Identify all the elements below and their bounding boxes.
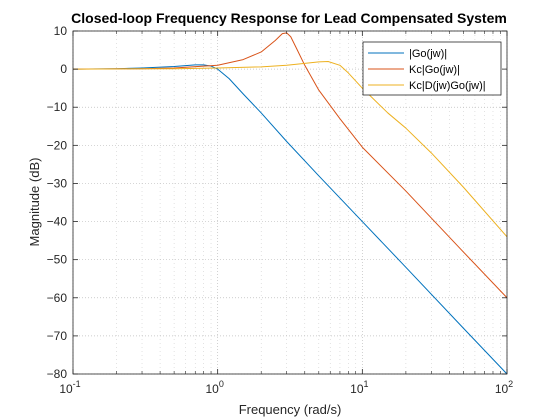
plot-frame bbox=[72, 30, 508, 375]
series-layer bbox=[72, 32, 508, 375]
legend-label-kc-go: Kc|Go(jw)| bbox=[409, 64, 460, 76]
y-tick-label: −60 bbox=[47, 291, 68, 305]
series-line-2 bbox=[72, 60, 508, 238]
series-line-0 bbox=[72, 64, 508, 375]
y-axis-label: Magnitude (dB) bbox=[27, 158, 42, 247]
series-line-1 bbox=[72, 32, 508, 299]
x-axis-label: Frequency (rad/s) bbox=[239, 402, 342, 417]
y-tick-label: 0 bbox=[60, 62, 67, 76]
y-tick-label: −10 bbox=[47, 100, 68, 114]
y-tick-label: −40 bbox=[47, 215, 68, 229]
y-tick-label: −30 bbox=[47, 176, 68, 190]
legend-label-kc-d-go: Kc|D(jw)Go(jw)| bbox=[409, 80, 486, 92]
chart-title: Closed-loop Frequency Response for Lead … bbox=[71, 10, 507, 26]
y-tick-label: −70 bbox=[47, 329, 68, 343]
legend: |Go(jw)| Kc|Go(jw)| Kc|D(jw)Go(jw)| bbox=[362, 41, 502, 96]
ticks-layer bbox=[72, 30, 508, 375]
y-tick-label: 10 bbox=[54, 24, 68, 38]
y-tick-label: −80 bbox=[47, 367, 68, 381]
y-tick-label: −50 bbox=[47, 253, 68, 267]
y-tick-label: −20 bbox=[47, 138, 68, 152]
legend-label-go: |Go(jw)| bbox=[409, 48, 447, 60]
